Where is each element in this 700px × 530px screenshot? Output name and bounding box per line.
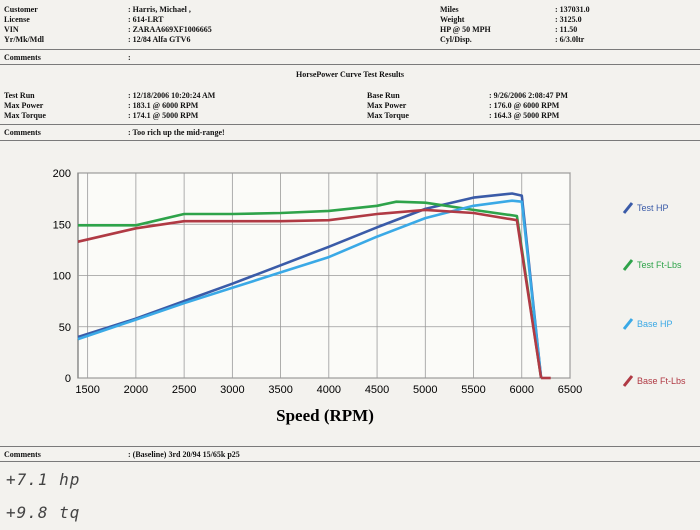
- base-max-power-label: Max Power: [367, 101, 407, 110]
- handwritten-hp-note: +7.1 hp: [6, 470, 81, 489]
- hp50-label: HP @ 50 MPH: [440, 25, 491, 34]
- legend-swatch: [622, 202, 634, 214]
- cyl-value: : 6/3.0ltr: [555, 35, 585, 44]
- divider: [0, 446, 700, 447]
- legend-label: Base Ft-Lbs: [637, 376, 686, 386]
- series-lines: [77, 192, 551, 380]
- customer-comments-label: Comments: [4, 53, 41, 62]
- test-run-label: Test Run: [4, 91, 35, 100]
- divider: [0, 49, 700, 50]
- x-tick-label: 1500: [75, 384, 99, 396]
- legend-swatch: [622, 259, 634, 271]
- miles-label: Miles: [440, 5, 459, 14]
- x-tick-label: 4000: [317, 384, 341, 396]
- base-max-power-value: : 176.0 @ 6000 RPM: [489, 101, 560, 110]
- series-line: [78, 200, 543, 379]
- divider: [0, 124, 700, 125]
- x-tick-label: 4500: [365, 384, 389, 396]
- legend-swatch: [622, 375, 634, 387]
- y-tick-label: 50: [59, 322, 71, 334]
- test-max-torque-label: Max Torque: [4, 111, 46, 120]
- footer-comments-value: : (Baseline) 3rd 20/94 15/65k p25: [128, 450, 240, 459]
- x-ticks: 1500 2000 2500 3000 3500 4000 4500 5000 5500 6000…: [75, 384, 582, 396]
- customer-label: Customer: [4, 5, 38, 14]
- test-max-power-value: : 183.1 @ 6000 RPM: [128, 101, 199, 110]
- report-title: HorsePower Curve Test Results: [295, 70, 405, 79]
- legend-swatch: [622, 318, 634, 330]
- y-tick-label: 0: [65, 373, 71, 385]
- x-tick-label: 3000: [220, 384, 244, 396]
- x-tick-label: 2000: [124, 384, 148, 396]
- x-tick-label: 5500: [461, 384, 485, 396]
- x-tick-label: 6000: [510, 384, 534, 396]
- base-run-value: : 9/26/2006 2:08:47 PM: [489, 91, 568, 100]
- hp50-value: : 11.50: [555, 25, 578, 34]
- test-max-power-label: Max Power: [4, 101, 44, 110]
- base-run-label: Base Run: [367, 91, 400, 100]
- base-max-torque-value: : 164.3 @ 5000 RPM: [489, 111, 560, 120]
- legend-label: Test Ft-Lbs: [637, 260, 682, 270]
- customer-header: Customer : Harris, Michael , License : 6…: [0, 0, 700, 60]
- legend: Test HP Test Ft-Lbs Base HP Base Ft-Lbs: [622, 202, 686, 387]
- license-value: : 614-LRT: [128, 15, 164, 24]
- legend-label: Base HP: [637, 319, 673, 329]
- series-line: [77, 199, 543, 379]
- hp-curve-chart: 0 50 100 150 200 1500 2000 2500 3000 3500 4000 450…: [53, 168, 686, 425]
- series-line: [77, 192, 543, 379]
- weight-value: : 3125.0: [555, 15, 582, 24]
- handwritten-tq-note: +9.8 tq: [6, 503, 81, 522]
- footer-comments-label: Comments: [4, 450, 41, 459]
- x-tick-label: 2500: [172, 384, 196, 396]
- test-run-value: : 12/18/2006 10:20:24 AM: [128, 91, 216, 100]
- x-axis-label: Speed (RPM): [276, 406, 374, 425]
- x-tick-label: 3500: [268, 384, 292, 396]
- x-tick-label: 6500: [558, 384, 582, 396]
- cyl-label: Cyl/Disp.: [440, 35, 472, 44]
- divider: [0, 140, 700, 141]
- y-ticks: 0 50 100 150 200: [53, 168, 71, 385]
- series-line: [77, 208, 543, 379]
- customer-value: : Harris, Michael ,: [128, 5, 191, 14]
- report-comments-value: : Too rich up the mid-range!: [128, 128, 225, 137]
- weight-label: Weight: [440, 15, 465, 24]
- grid: [78, 172, 571, 379]
- y-tick-label: 200: [53, 168, 71, 180]
- base-max-torque-label: Max Torque: [367, 111, 409, 120]
- divider: [0, 64, 700, 65]
- x-tick-label: 5000: [413, 384, 437, 396]
- customer-comments-value: :: [128, 53, 131, 62]
- test-max-torque-value: : 174.1 @ 5000 RPM: [128, 111, 199, 120]
- license-label: License: [4, 15, 30, 24]
- ymm-label: Yr/Mk/Mdl: [4, 35, 44, 44]
- legend-label: Test HP: [637, 203, 669, 213]
- vin-label: VIN: [4, 25, 19, 34]
- miles-value: : 137031.0: [555, 5, 590, 14]
- y-tick-label: 100: [53, 271, 71, 283]
- ymm-value: : 12/84 Alfa GTV6: [128, 35, 191, 44]
- divider: [0, 461, 700, 462]
- report-comments-label: Comments: [4, 128, 41, 137]
- y-tick-label: 150: [53, 219, 71, 231]
- vin-value: : ZARAA669XF1006665: [128, 25, 212, 34]
